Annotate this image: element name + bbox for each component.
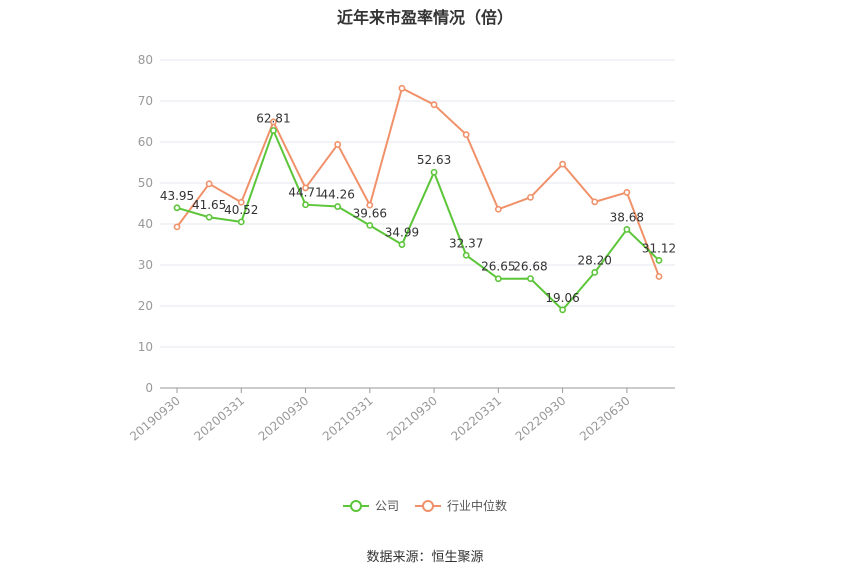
series-0-point-11[interactable]: [527, 275, 534, 283]
legend-item-industry-median[interactable]: 行业中位数: [415, 497, 507, 514]
y-tick-label-70: 70: [138, 94, 153, 108]
series-0-point-13[interactable]: [591, 268, 599, 276]
data-label-8: 52.63: [417, 153, 451, 167]
series-1-point-6[interactable]: [366, 201, 374, 209]
series-0-point-5[interactable]: [334, 203, 342, 210]
series-0-point-8[interactable]: [430, 168, 438, 176]
series-1-point-15[interactable]: [655, 273, 663, 280]
data-label-10: 26.65: [481, 260, 515, 274]
series-0-point-6[interactable]: [366, 221, 374, 229]
series-0-point-10[interactable]: [494, 275, 502, 283]
series-0-point-0[interactable]: [173, 204, 181, 212]
series-line-1: [176, 87, 660, 277]
data-source-note: 数据来源：恒生聚源: [366, 550, 484, 565]
x-tick-label-20220331: 20220331: [448, 394, 504, 444]
grid-lines: [160, 59, 675, 348]
y-tick-label-0: 0: [145, 381, 153, 395]
legend: 公司 行业中位数: [0, 497, 850, 514]
legend-item-company[interactable]: 公司: [342, 497, 399, 514]
x-tick-label-20200331: 20200331: [191, 394, 247, 444]
data-label-7: 34.99: [385, 226, 419, 240]
series-1-point-11[interactable]: [527, 193, 534, 201]
y-tick-label-50: 50: [138, 176, 153, 190]
series-1-point-8[interactable]: [430, 101, 438, 109]
series-1-point-1[interactable]: [205, 180, 213, 188]
series-0-point-1[interactable]: [205, 213, 213, 221]
y-tick-label-60: 60: [138, 135, 153, 149]
series-1-point-14[interactable]: [623, 189, 631, 196]
series-1-point-4[interactable]: [302, 184, 309, 192]
x-tick-label-20220930: 20220930: [513, 394, 569, 444]
data-label-3: 62.81: [256, 111, 290, 125]
series-0-point-7[interactable]: [398, 241, 406, 248]
x-tick-label-20230630: 20230630: [577, 394, 633, 444]
series-1-point-9[interactable]: [462, 131, 470, 139]
series-0-point-3[interactable]: [269, 127, 277, 134]
x-tick-label-20200930: 20200930: [256, 394, 312, 444]
series-1-point-3[interactable]: [269, 118, 277, 126]
y-tick-label-20: 20: [138, 299, 153, 313]
series-1-point-13[interactable]: [591, 198, 599, 206]
legend-swatch-industry-median: [415, 499, 441, 513]
legend-swatch-company: [342, 499, 369, 513]
data-label-15: 31.12: [642, 241, 676, 255]
y-tick-label-80: 80: [138, 53, 153, 67]
legend-label-industry-median: 行业中位数: [447, 499, 508, 513]
data-label-9: 32.37: [449, 236, 483, 250]
chart-title: 近年来市盈率情况（倍）: [336, 8, 513, 27]
data-label-12: 19.06: [545, 291, 579, 305]
x-tick-label-20210331: 20210331: [320, 394, 376, 444]
series-line-0: [176, 129, 660, 311]
data-label-11: 26.68: [513, 260, 547, 274]
series-0-point-15[interactable]: [655, 257, 663, 264]
y-tick-label-30: 30: [138, 258, 153, 272]
y-tick-label-10: 10: [138, 340, 153, 354]
data-label-2: 40.52: [224, 203, 258, 217]
data-label-5: 44.26: [320, 188, 354, 202]
series-0-point-2[interactable]: [237, 218, 245, 226]
data-label-14: 38.68: [610, 210, 644, 224]
series-0-point-9[interactable]: [462, 251, 470, 259]
series-1-point-7[interactable]: [398, 84, 406, 92]
series-1-point-12[interactable]: [559, 160, 566, 168]
legend-label-company: 公司: [374, 499, 399, 513]
x-tick-label-20210930: 20210930: [384, 394, 440, 444]
data-label-6: 39.66: [353, 206, 387, 220]
data-label-1: 41.65: [192, 198, 226, 212]
series-layer: [173, 84, 663, 314]
y-tick-label-40: 40: [138, 217, 153, 231]
axes: 0 10 20 30 40 50 60 70 80 20190930 20200331 2020093…: [127, 53, 675, 444]
series-0-point-14[interactable]: [623, 226, 631, 233]
data-label-4: 44.71: [288, 186, 322, 200]
series-1-point-0[interactable]: [173, 223, 181, 231]
series-0-point-4[interactable]: [302, 201, 309, 209]
series-1-point-5[interactable]: [334, 141, 342, 148]
series-1-point-2[interactable]: [237, 198, 245, 206]
series-1-point-10[interactable]: [494, 205, 502, 213]
data-label-13: 28.20: [578, 253, 612, 267]
x-tick-label-20190930: 20190930: [127, 394, 183, 444]
data-label-0: 43.95: [160, 189, 194, 203]
series-0-point-12[interactable]: [559, 306, 566, 314]
